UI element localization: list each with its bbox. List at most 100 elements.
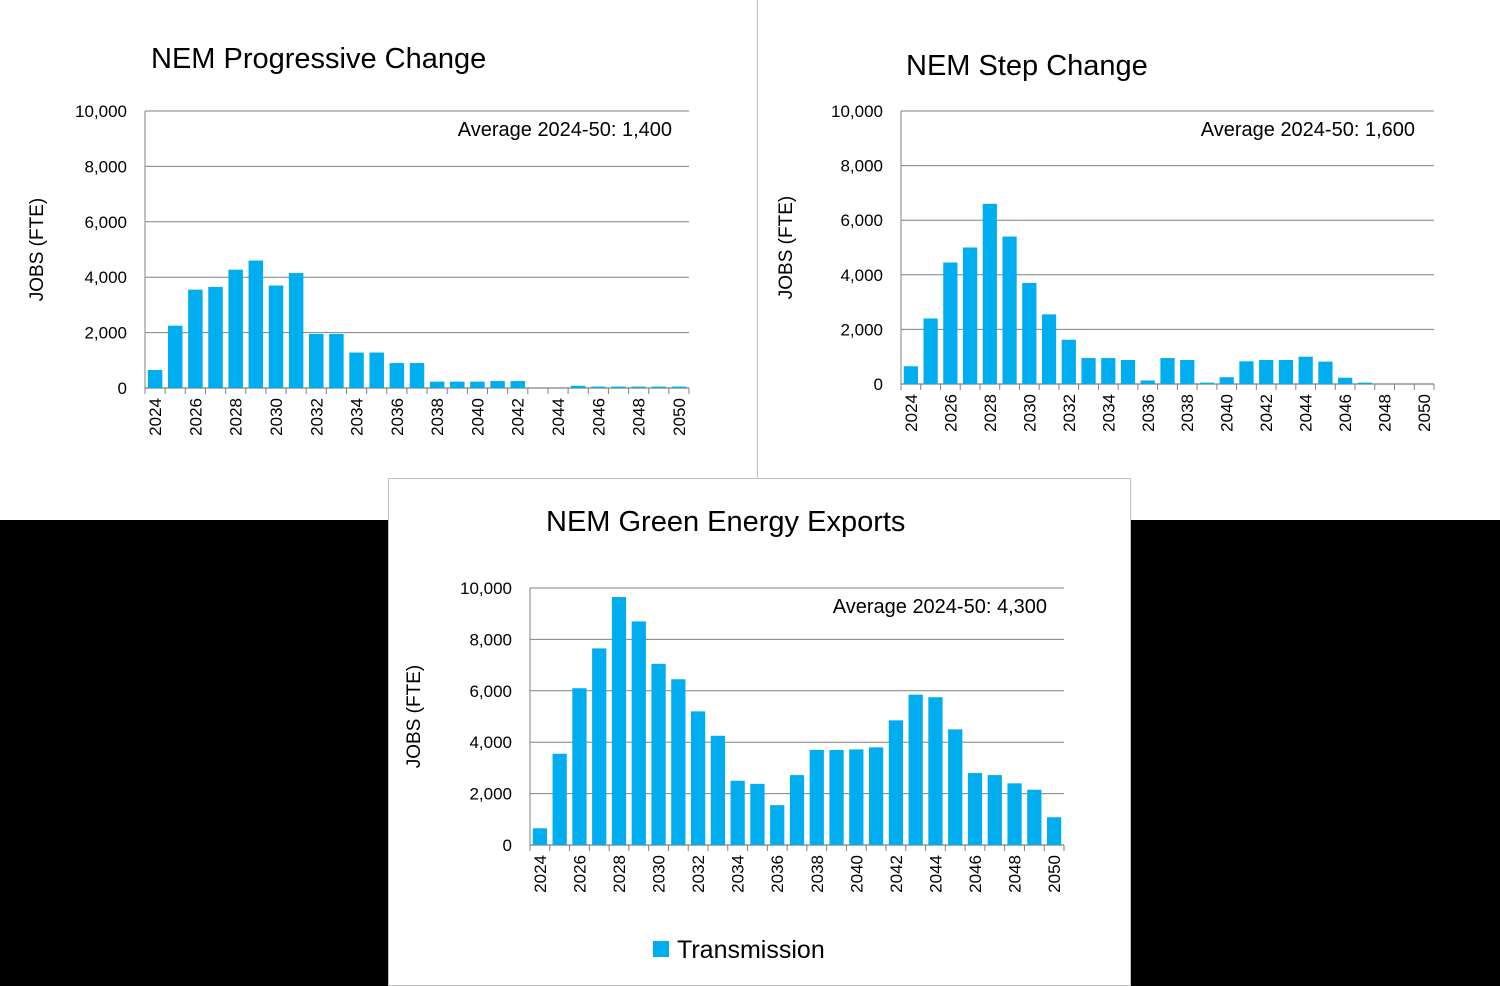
bar-2041 — [868, 747, 884, 845]
bar-2035 — [369, 352, 384, 388]
y-tick-label: 8,000 — [840, 157, 883, 176]
y-tick-label: 10,000 — [460, 579, 512, 598]
y-axis-label: JOBS (FTE) — [404, 665, 425, 768]
x-tick-label: 2042 — [887, 855, 906, 893]
bar-2027 — [592, 648, 607, 845]
y-tick-label: 4,000 — [840, 266, 883, 285]
bar-2029 — [631, 621, 646, 845]
bar-2031 — [1041, 314, 1057, 384]
bar-2041 — [1239, 361, 1254, 384]
x-tick-label: 2046 — [589, 398, 608, 436]
bar-2040 — [470, 381, 485, 388]
chart-progressive-change: 0 2,000 4,000 6,000 8,000 10,000 2024 2026 2028 2… — [27, 43, 690, 436]
x-tick-label: 2040 — [468, 398, 487, 436]
bar-2029 — [248, 260, 264, 388]
x-tick-label: 2040 — [847, 855, 866, 893]
x-tick-label: 2028 — [227, 398, 246, 436]
y-tick-label: 10,000 — [75, 102, 127, 121]
y-tick-label: 2,000 — [840, 320, 883, 339]
bar-2032 — [690, 711, 706, 845]
x-tick-label: 2034 — [1099, 394, 1118, 432]
x-tick-label: 2032 — [689, 855, 708, 893]
bar-2042 — [1259, 359, 1274, 384]
chart-panel-green-energy-exports: 0 2,000 4,000 6,000 8,000 10,000 2024 2026 2028 2… — [388, 478, 1131, 986]
bar-2027 — [208, 286, 223, 388]
chart-title: NEM Green Energy Exports — [546, 506, 905, 538]
x-tick-label: 2050 — [1415, 394, 1434, 432]
y-tick-label: 2,000 — [469, 785, 512, 804]
x-tick-label: 2026 — [570, 855, 589, 893]
bar-2026 — [572, 688, 587, 845]
x-tick-label: 2036 — [1139, 394, 1158, 432]
bar-2037 — [789, 775, 805, 845]
bar-2032 — [309, 333, 324, 388]
bar-2034 — [1101, 358, 1116, 384]
bar-2040 — [1219, 377, 1234, 384]
bar-2049 — [651, 386, 667, 388]
chart-panel-progressive-change: 0 2,000 4,000 6,000 8,000 10,000 2024 2026 2028 2… — [0, 0, 758, 520]
bar-2025 — [923, 318, 938, 384]
bar-2024 — [532, 828, 548, 845]
chart-step-change: 0 2,000 4,000 6,000 8,000 10,000 2024 2026 2028 2… — [776, 50, 1435, 432]
bar-2026 — [188, 289, 203, 388]
legend-label: Transmission — [677, 936, 825, 964]
bar-2030 — [651, 663, 666, 845]
bar-2031 — [288, 273, 304, 388]
bar-2035 — [1120, 359, 1136, 384]
x-tick-label: 2048 — [1006, 855, 1025, 893]
x-tick-label: 2050 — [1045, 855, 1064, 893]
bar-2030 — [268, 285, 284, 388]
bar-2041 — [490, 381, 505, 388]
chart-title: NEM Progressive Change — [151, 43, 486, 75]
x-tick-label: 2042 — [1257, 394, 1276, 432]
x-tick-label: 2034 — [348, 398, 367, 436]
bar-2034 — [730, 780, 745, 845]
y-tick-label: 4,000 — [84, 268, 127, 287]
bar-2038 — [429, 381, 445, 388]
bar-2046 — [1338, 377, 1353, 384]
bar-2036 — [389, 363, 405, 388]
x-tick-label: 2050 — [670, 398, 689, 436]
bar-2040 — [849, 749, 864, 845]
bar-2047 — [611, 386, 626, 388]
bar-2045 — [1318, 361, 1333, 384]
bar-2049 — [1027, 789, 1042, 845]
x-tick-label: 2032 — [307, 398, 326, 436]
bar-2045 — [948, 729, 963, 845]
average-annotation: Average 2024-50: 4,300 — [833, 596, 1047, 618]
y-tick-label: 6,000 — [84, 213, 127, 232]
bar-2028 — [982, 203, 997, 384]
y-tick-label: 0 — [118, 379, 127, 398]
y-tick-label: 6,000 — [840, 211, 883, 230]
x-tick-label: 2028 — [610, 855, 629, 893]
bar-2039 — [450, 381, 465, 388]
bar-2025 — [167, 325, 183, 388]
x-tick-label: 2044 — [549, 398, 568, 436]
chart-panel-step-change: 0 2,000 4,000 6,000 8,000 10,000 2024 2026 2028 2… — [758, 0, 1500, 520]
x-tick-label: 2038 — [1178, 394, 1197, 432]
bar-2032 — [1061, 339, 1076, 384]
y-tick-label: 6,000 — [469, 682, 512, 701]
bar-2033 — [329, 333, 344, 388]
x-tick-label: 2030 — [267, 398, 286, 436]
x-tick-label: 2046 — [1336, 394, 1355, 432]
bar-2047 — [987, 775, 1002, 845]
bar-2031 — [671, 679, 686, 845]
x-tick-label: 2040 — [1218, 394, 1237, 432]
bar-2050 — [1046, 817, 1062, 845]
bar-2044 — [1298, 356, 1313, 384]
bar-2039 — [829, 749, 844, 845]
bar-2024 — [147, 369, 163, 388]
x-tick-label: 2048 — [630, 398, 649, 436]
bar-2039 — [1199, 382, 1215, 384]
chart-green-energy-exports: 0 2,000 4,000 6,000 8,000 10,000 2024 2026 2028 2… — [404, 506, 1065, 964]
bar-2036 — [770, 805, 785, 845]
bar-2042 — [888, 720, 904, 845]
bar-2044 — [928, 697, 943, 845]
bar-2046 — [967, 773, 983, 845]
x-tick-label: 2028 — [981, 394, 1000, 432]
x-tick-label: 2030 — [650, 855, 669, 893]
bar-2033 — [1081, 358, 1096, 384]
y-tick-label: 2,000 — [84, 324, 127, 343]
bar-2026 — [943, 262, 958, 384]
